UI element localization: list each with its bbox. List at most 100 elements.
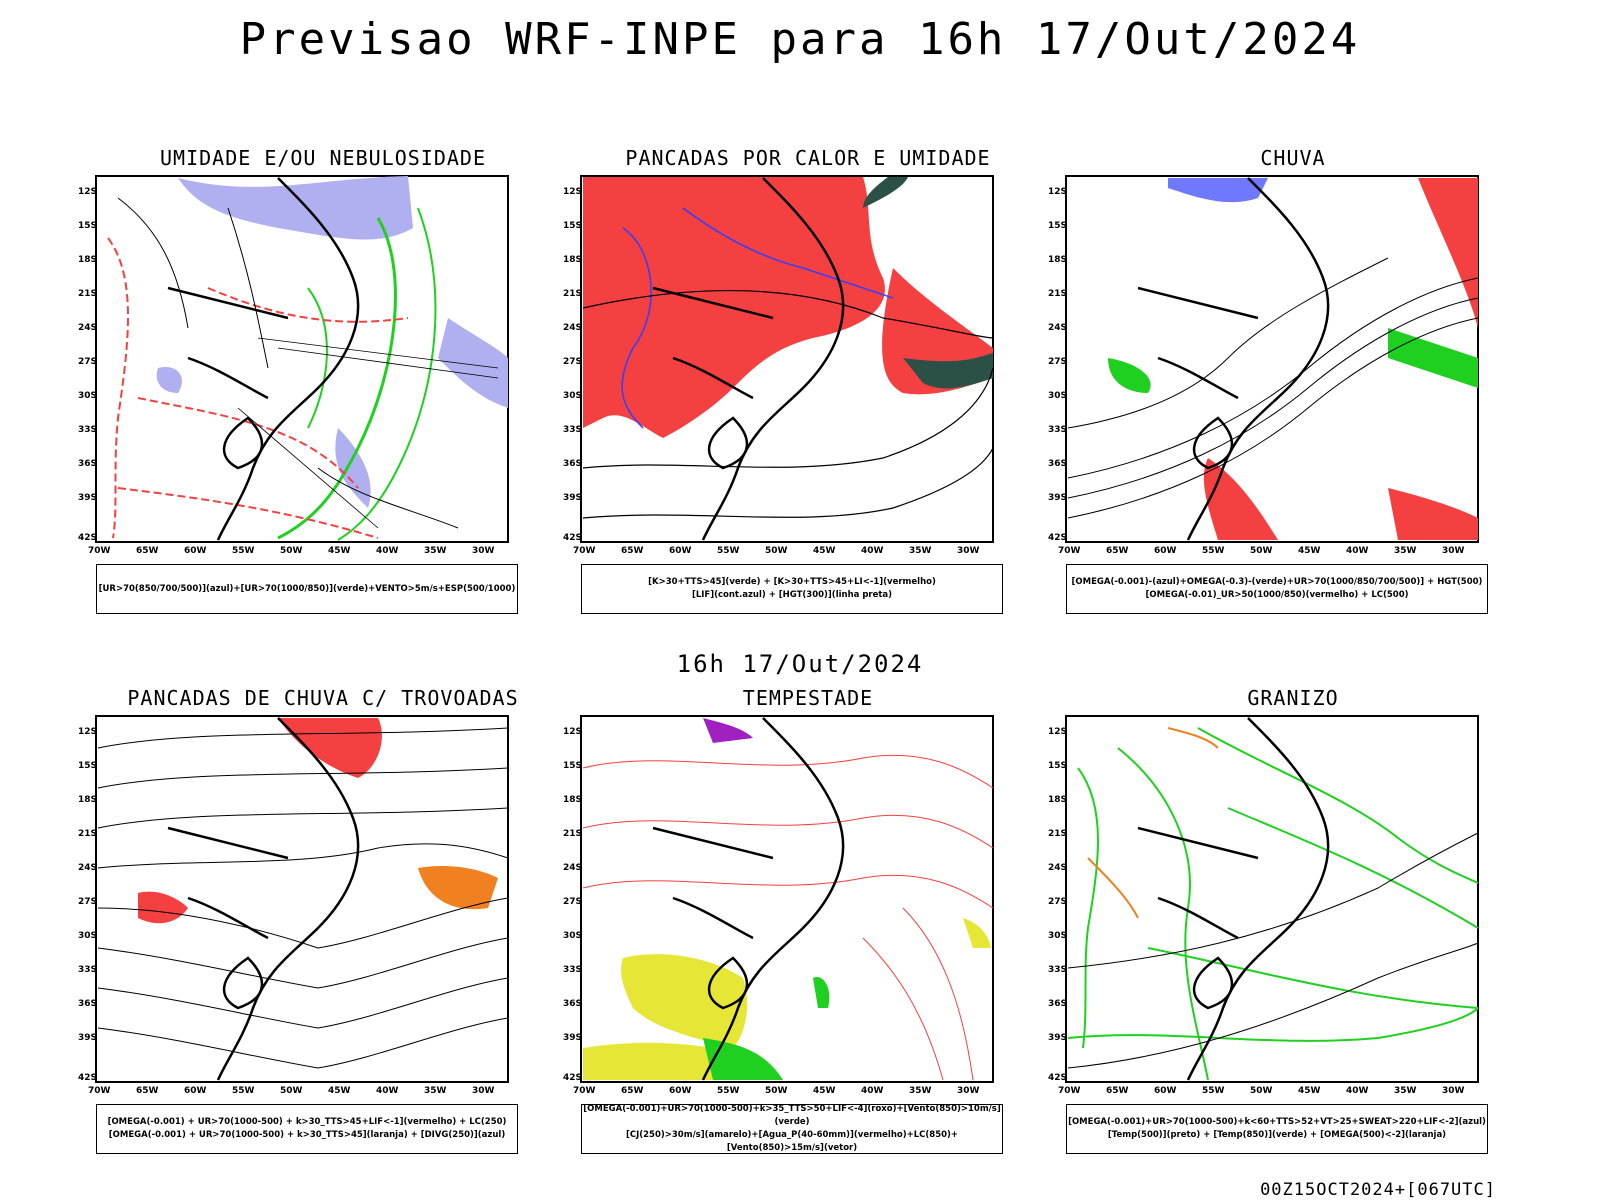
svg-text:39S: 39S [1048, 493, 1067, 503]
map-umidade: 12S 15S 18S 21S 24S 27S 30S 33S 36S 39S 42S 70W… [78, 175, 509, 556]
svg-text:40W: 40W [376, 546, 399, 556]
svg-text:33S: 33S [78, 425, 97, 435]
svg-text:36S: 36S [1048, 999, 1067, 1009]
svg-text:33S: 33S [1048, 425, 1067, 435]
panel-chuva: CHUVA 12S 15S 18S 21S 24S 27S 30S 33S 36S 39S 4… [1048, 146, 1538, 626]
svg-text:36S: 36S [563, 459, 582, 469]
svg-text:42S: 42S [78, 1073, 97, 1083]
svg-text:42S: 42S [563, 533, 582, 543]
svg-text:65W: 65W [621, 1086, 644, 1096]
svg-text:35W: 35W [909, 546, 932, 556]
svg-text:45W: 45W [1298, 546, 1321, 556]
legend-box: [OMEGA(-0.001)+UR>70(1000-500)+k<60+TTS>… [1066, 1104, 1488, 1154]
svg-text:45W: 45W [1298, 1086, 1321, 1096]
svg-text:21S: 21S [563, 289, 582, 299]
svg-text:24S: 24S [78, 863, 97, 873]
svg-text:35W: 35W [909, 1086, 932, 1096]
legend-line: [OMEGA(-0.001) + UR>70(1000-500) + k>30_… [108, 1130, 506, 1140]
svg-text:33S: 33S [78, 965, 97, 975]
legend-box: [K>30+TTS>45](verde) + [K>30+TTS>45+LI<-… [581, 564, 1003, 614]
svg-text:21S: 21S [78, 829, 97, 839]
svg-text:30S: 30S [78, 931, 97, 941]
legend-line: [OMEGA(-0.01)_UR>50(1000/850)(vermelho) … [1145, 590, 1409, 600]
footer-timestamp: 00Z15OCT2024+[067UTC] [1260, 1180, 1496, 1200]
svg-text:27S: 27S [1048, 357, 1067, 367]
svg-text:36S: 36S [563, 999, 582, 1009]
svg-text:36S: 36S [1048, 459, 1067, 469]
svg-text:15S: 15S [78, 221, 97, 231]
svg-text:60W: 60W [184, 546, 207, 556]
panel-title: PANCADAS DE CHUVA C/ TROVOADAS [127, 686, 519, 710]
svg-text:35W: 35W [1394, 546, 1417, 556]
svg-text:30S: 30S [1048, 391, 1067, 401]
svg-text:60W: 60W [669, 1086, 692, 1096]
panel-granizo: GRANIZO 12S 15S 18S 21S 24S 27S 30S 33S 36S 39… [1048, 686, 1538, 1166]
svg-text:39S: 39S [78, 493, 97, 503]
legend-line: [OMEGA(-0.001) + UR>70(1000-500) + k>30_… [107, 1117, 507, 1127]
svg-text:39S: 39S [78, 1033, 97, 1043]
svg-text:30W: 30W [1442, 1086, 1465, 1096]
svg-text:18S: 18S [78, 255, 97, 265]
svg-text:15S: 15S [563, 221, 582, 231]
legend-line: [UR>70(850/700/500)](azul)+[UR>70(1000/8… [98, 583, 516, 594]
svg-text:60W: 60W [1154, 1086, 1177, 1096]
svg-text:18S: 18S [1048, 255, 1067, 265]
mid-title: 16h 17/Out/2024 [676, 650, 924, 678]
svg-text:30W: 30W [472, 546, 495, 556]
svg-text:39S: 39S [563, 1033, 582, 1043]
svg-text:33S: 33S [1048, 965, 1067, 975]
svg-text:12S: 12S [78, 187, 97, 197]
svg-text:30W: 30W [1442, 546, 1465, 556]
svg-text:35W: 35W [424, 1086, 447, 1096]
svg-text:18S: 18S [563, 795, 582, 805]
svg-text:30W: 30W [957, 546, 980, 556]
svg-text:30S: 30S [78, 391, 97, 401]
svg-text:50W: 50W [1250, 1086, 1273, 1096]
legend-line: [LIF](cont.azul) + [HGT(300)](linha pret… [691, 590, 893, 600]
svg-text:55W: 55W [232, 1086, 255, 1096]
legend-line: [K>30+TTS>45](verde) + [K>30+TTS>45+LI<-… [648, 577, 936, 587]
svg-text:27S: 27S [1048, 897, 1067, 907]
svg-text:70W: 70W [1058, 1086, 1081, 1096]
page-title: Previsao WRF-INPE para 16h 17/Out/2024 [239, 14, 1361, 65]
legend-line: [OMEGA(-0.001)+UR>70(1000-500)+k<60+TTS>… [1068, 1117, 1486, 1127]
svg-text:65W: 65W [136, 1086, 159, 1096]
svg-text:15S: 15S [563, 761, 582, 771]
svg-text:45W: 45W [328, 1086, 351, 1096]
svg-text:50W: 50W [280, 1086, 303, 1096]
svg-text:60W: 60W [669, 546, 692, 556]
legend-box: [OMEGA(-0.001) + UR>70(1000-500) + k>30_… [96, 1104, 518, 1154]
panel-title: UMIDADE E/OU NEBULOSIDADE [159, 146, 487, 170]
map-chuva: 12S 15S 18S 21S 24S 27S 30S 33S 36S 39S 42S 70W… [1048, 175, 1479, 556]
legend-line: [CJ(250)>30m/s](amarelo)+[Agua_P(40-60mm… [625, 1130, 959, 1153]
svg-text:21S: 21S [1048, 289, 1067, 299]
svg-text:42S: 42S [1048, 1073, 1067, 1083]
svg-text:12S: 12S [78, 727, 97, 737]
svg-text:55W: 55W [717, 546, 740, 556]
legend-box: [UR>70(850/700/500)](azul)+[UR>70(1000/8… [96, 564, 518, 614]
svg-text:24S: 24S [78, 323, 97, 333]
svg-text:15S: 15S [78, 761, 97, 771]
panel-title: GRANIZO [1247, 686, 1339, 710]
svg-text:15S: 15S [1048, 761, 1067, 771]
svg-text:50W: 50W [765, 546, 788, 556]
panel-pancadas-calor: PANCADAS POR CALOR E UMIDADE 12S 15S 18S 2… [563, 146, 1053, 626]
svg-text:45W: 45W [328, 546, 351, 556]
svg-text:27S: 27S [78, 357, 97, 367]
svg-text:24S: 24S [563, 863, 582, 873]
svg-text:12S: 12S [1048, 727, 1067, 737]
svg-text:65W: 65W [136, 546, 159, 556]
panel-title: CHUVA [1260, 146, 1326, 170]
svg-text:70W: 70W [88, 546, 111, 556]
svg-text:18S: 18S [1048, 795, 1067, 805]
panel-trovoadas: PANCADAS DE CHUVA C/ TROVOADAS 12S 15S 18S… [78, 686, 568, 1166]
svg-text:33S: 33S [563, 425, 582, 435]
svg-text:70W: 70W [573, 546, 596, 556]
svg-text:18S: 18S [563, 255, 582, 265]
svg-text:35W: 35W [424, 546, 447, 556]
svg-text:42S: 42S [1048, 533, 1067, 543]
svg-text:65W: 65W [1106, 1086, 1129, 1096]
svg-text:21S: 21S [1048, 829, 1067, 839]
svg-text:21S: 21S [563, 829, 582, 839]
panel-title: TEMPESTADE [742, 686, 874, 710]
